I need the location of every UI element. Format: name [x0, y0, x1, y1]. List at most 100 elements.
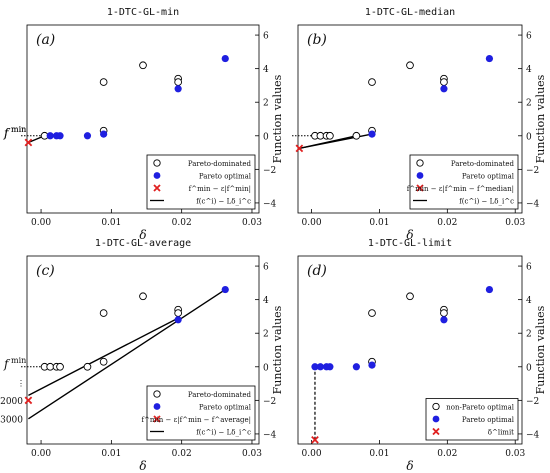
- pareto-optimal-point: [440, 316, 448, 324]
- legend-label: f(c^i) − Lδ_i^c: [459, 198, 514, 206]
- pareto-dominated-point: [440, 309, 448, 317]
- pareto-dominated-point: [368, 78, 376, 86]
- panel-tag: (c): [36, 263, 55, 279]
- y-tick-label: −2: [263, 166, 276, 176]
- x-tick-label: 0.02: [437, 218, 457, 228]
- y-tick-label: 0: [263, 132, 269, 142]
- panel-title: 1-DTC-GL-limit: [368, 238, 452, 249]
- legend: non-Pareto optimal Pareto optimal δ^limit: [425, 398, 519, 441]
- panel-tag: (a): [36, 32, 55, 48]
- pareto-optimal-point: [485, 285, 494, 294]
- right-axis-label: Function values: [534, 305, 547, 394]
- legend-box: [409, 154, 519, 210]
- legend-marker-filled-circle: [416, 172, 424, 179]
- pareto-dominated-point: [174, 78, 183, 86]
- x-tick-label: 0.01: [369, 449, 389, 459]
- y-tick-label: 4: [263, 296, 269, 306]
- pareto-dominated-point: [139, 292, 147, 301]
- legend-marker-open-circle: [416, 159, 424, 167]
- y-tick-label: 4: [526, 296, 532, 306]
- pareto-dominated-point: [440, 78, 448, 86]
- pareto-optimal-point: [316, 363, 324, 371]
- legend-label: Pareto optimal: [199, 173, 252, 181]
- pareto-dominated-point: [83, 362, 92, 371]
- y-tick-label: 0: [526, 363, 532, 373]
- fmin-label: f: [3, 357, 11, 371]
- fmin-label: f: [3, 126, 11, 140]
- y-tick-label: 2: [526, 99, 532, 109]
- y-tick-label: 2: [263, 99, 269, 109]
- legend-marker-filled-circle: [153, 403, 161, 410]
- legend-label: Pareto-dominated: [188, 391, 252, 399]
- red-x-marker: [295, 144, 304, 153]
- left-tick-label: −2000: [0, 397, 23, 407]
- legend-label: f^min − ε|f^min − f^median|: [407, 185, 514, 193]
- pareto-dominated-point: [139, 61, 147, 70]
- pareto-optimal-point: [440, 85, 448, 93]
- legend-label: f^min − ε|f^min|: [189, 185, 251, 193]
- y-tick-label: −4: [526, 430, 540, 440]
- pareto-optimal-point: [174, 85, 182, 93]
- y-tick-label: −4: [263, 430, 277, 440]
- legend: Pareto-dominated Pareto optimal f^min − ε|…: [141, 385, 256, 441]
- y-tick-label: 4: [263, 65, 269, 75]
- right-axis-label: Function values: [534, 74, 547, 163]
- y-tick-label: −2: [526, 397, 539, 407]
- y-tick-label: 4: [526, 65, 532, 75]
- panel-title: 1-DTC-GL-average: [95, 238, 191, 249]
- pareto-optimal-point: [311, 363, 319, 371]
- plot-frame: [26, 255, 260, 445]
- legend-marker-filled-circle: [153, 172, 161, 179]
- fmin-superscript: min: [11, 125, 26, 134]
- pareto-optimal-point: [326, 363, 334, 371]
- pareto-optimal-point: [56, 132, 64, 140]
- pareto-dominated-point: [326, 131, 334, 140]
- lower-bound-line: [28, 317, 179, 396]
- pareto-dominated-point: [99, 78, 108, 86]
- red-x-marker: [24, 396, 33, 405]
- pareto-optimal-point: [83, 132, 92, 140]
- right-axis-label: Function values: [271, 305, 284, 394]
- legend-label: Pareto-dominated: [451, 160, 515, 168]
- pareto-dominated-point: [174, 309, 183, 317]
- legend-marker-open-circle: [153, 390, 161, 398]
- y-tick-label: 6: [263, 263, 269, 273]
- pareto-optimal-point: [485, 54, 494, 63]
- y-tick-label: 0: [526, 132, 532, 142]
- chart-panel-1: 1-DTC-GL-min (a) 0.00 0.01 0.02 0.03 δ −4 −2 0 2 4 6…: [3, 7, 284, 242]
- panel-title: 1-DTC-GL-median: [365, 7, 455, 18]
- axis-break-mark: ⋮: [17, 379, 25, 388]
- y-tick-label: 6: [526, 32, 532, 42]
- y-tick-label: −4: [263, 199, 277, 209]
- pareto-dominated-point: [406, 292, 414, 301]
- x-axis-label: δ: [406, 228, 413, 242]
- pareto-optimal-point: [221, 54, 229, 63]
- x-tick-label: 0.01: [101, 449, 121, 459]
- pareto-optimal-point: [46, 132, 54, 140]
- legend-marker-x: [416, 184, 424, 192]
- x-tick-label: 0.02: [172, 449, 192, 459]
- pareto-dominated-point: [406, 61, 414, 70]
- legend-marker-open-circle: [432, 402, 440, 411]
- plot-frame: [297, 24, 523, 214]
- legend-label: non-Pareto optimal: [446, 404, 514, 412]
- y-tick-label: 6: [526, 263, 532, 273]
- legend-label: f(c^i) − Lδ_i^c: [196, 198, 251, 206]
- legend-marker-x: [432, 427, 440, 436]
- y-tick-label: −2: [263, 397, 276, 407]
- pareto-optimal-point: [368, 130, 376, 138]
- x-tick-label: 0.03: [242, 449, 262, 459]
- pareto-dominated-point: [99, 357, 108, 366]
- x-tick-label: 0.03: [242, 218, 262, 228]
- legend-label: f(c^i) − Lδ_i^c: [196, 429, 251, 437]
- legend-label: δ^limit: [488, 429, 514, 437]
- fmin-superscript: min: [11, 356, 26, 365]
- x-tick-label: 0.01: [369, 218, 389, 228]
- legend: Pareto-dominated Pareto optimal f^min − ε|…: [407, 154, 519, 210]
- x-tick-label: 0.00: [31, 449, 51, 459]
- panel-tag: (d): [307, 263, 327, 279]
- legend-marker-x: [153, 415, 161, 423]
- right-axis-label: Function values: [271, 74, 284, 163]
- x-tick-label: 0.00: [31, 218, 51, 228]
- y-tick-label: 2: [263, 330, 269, 340]
